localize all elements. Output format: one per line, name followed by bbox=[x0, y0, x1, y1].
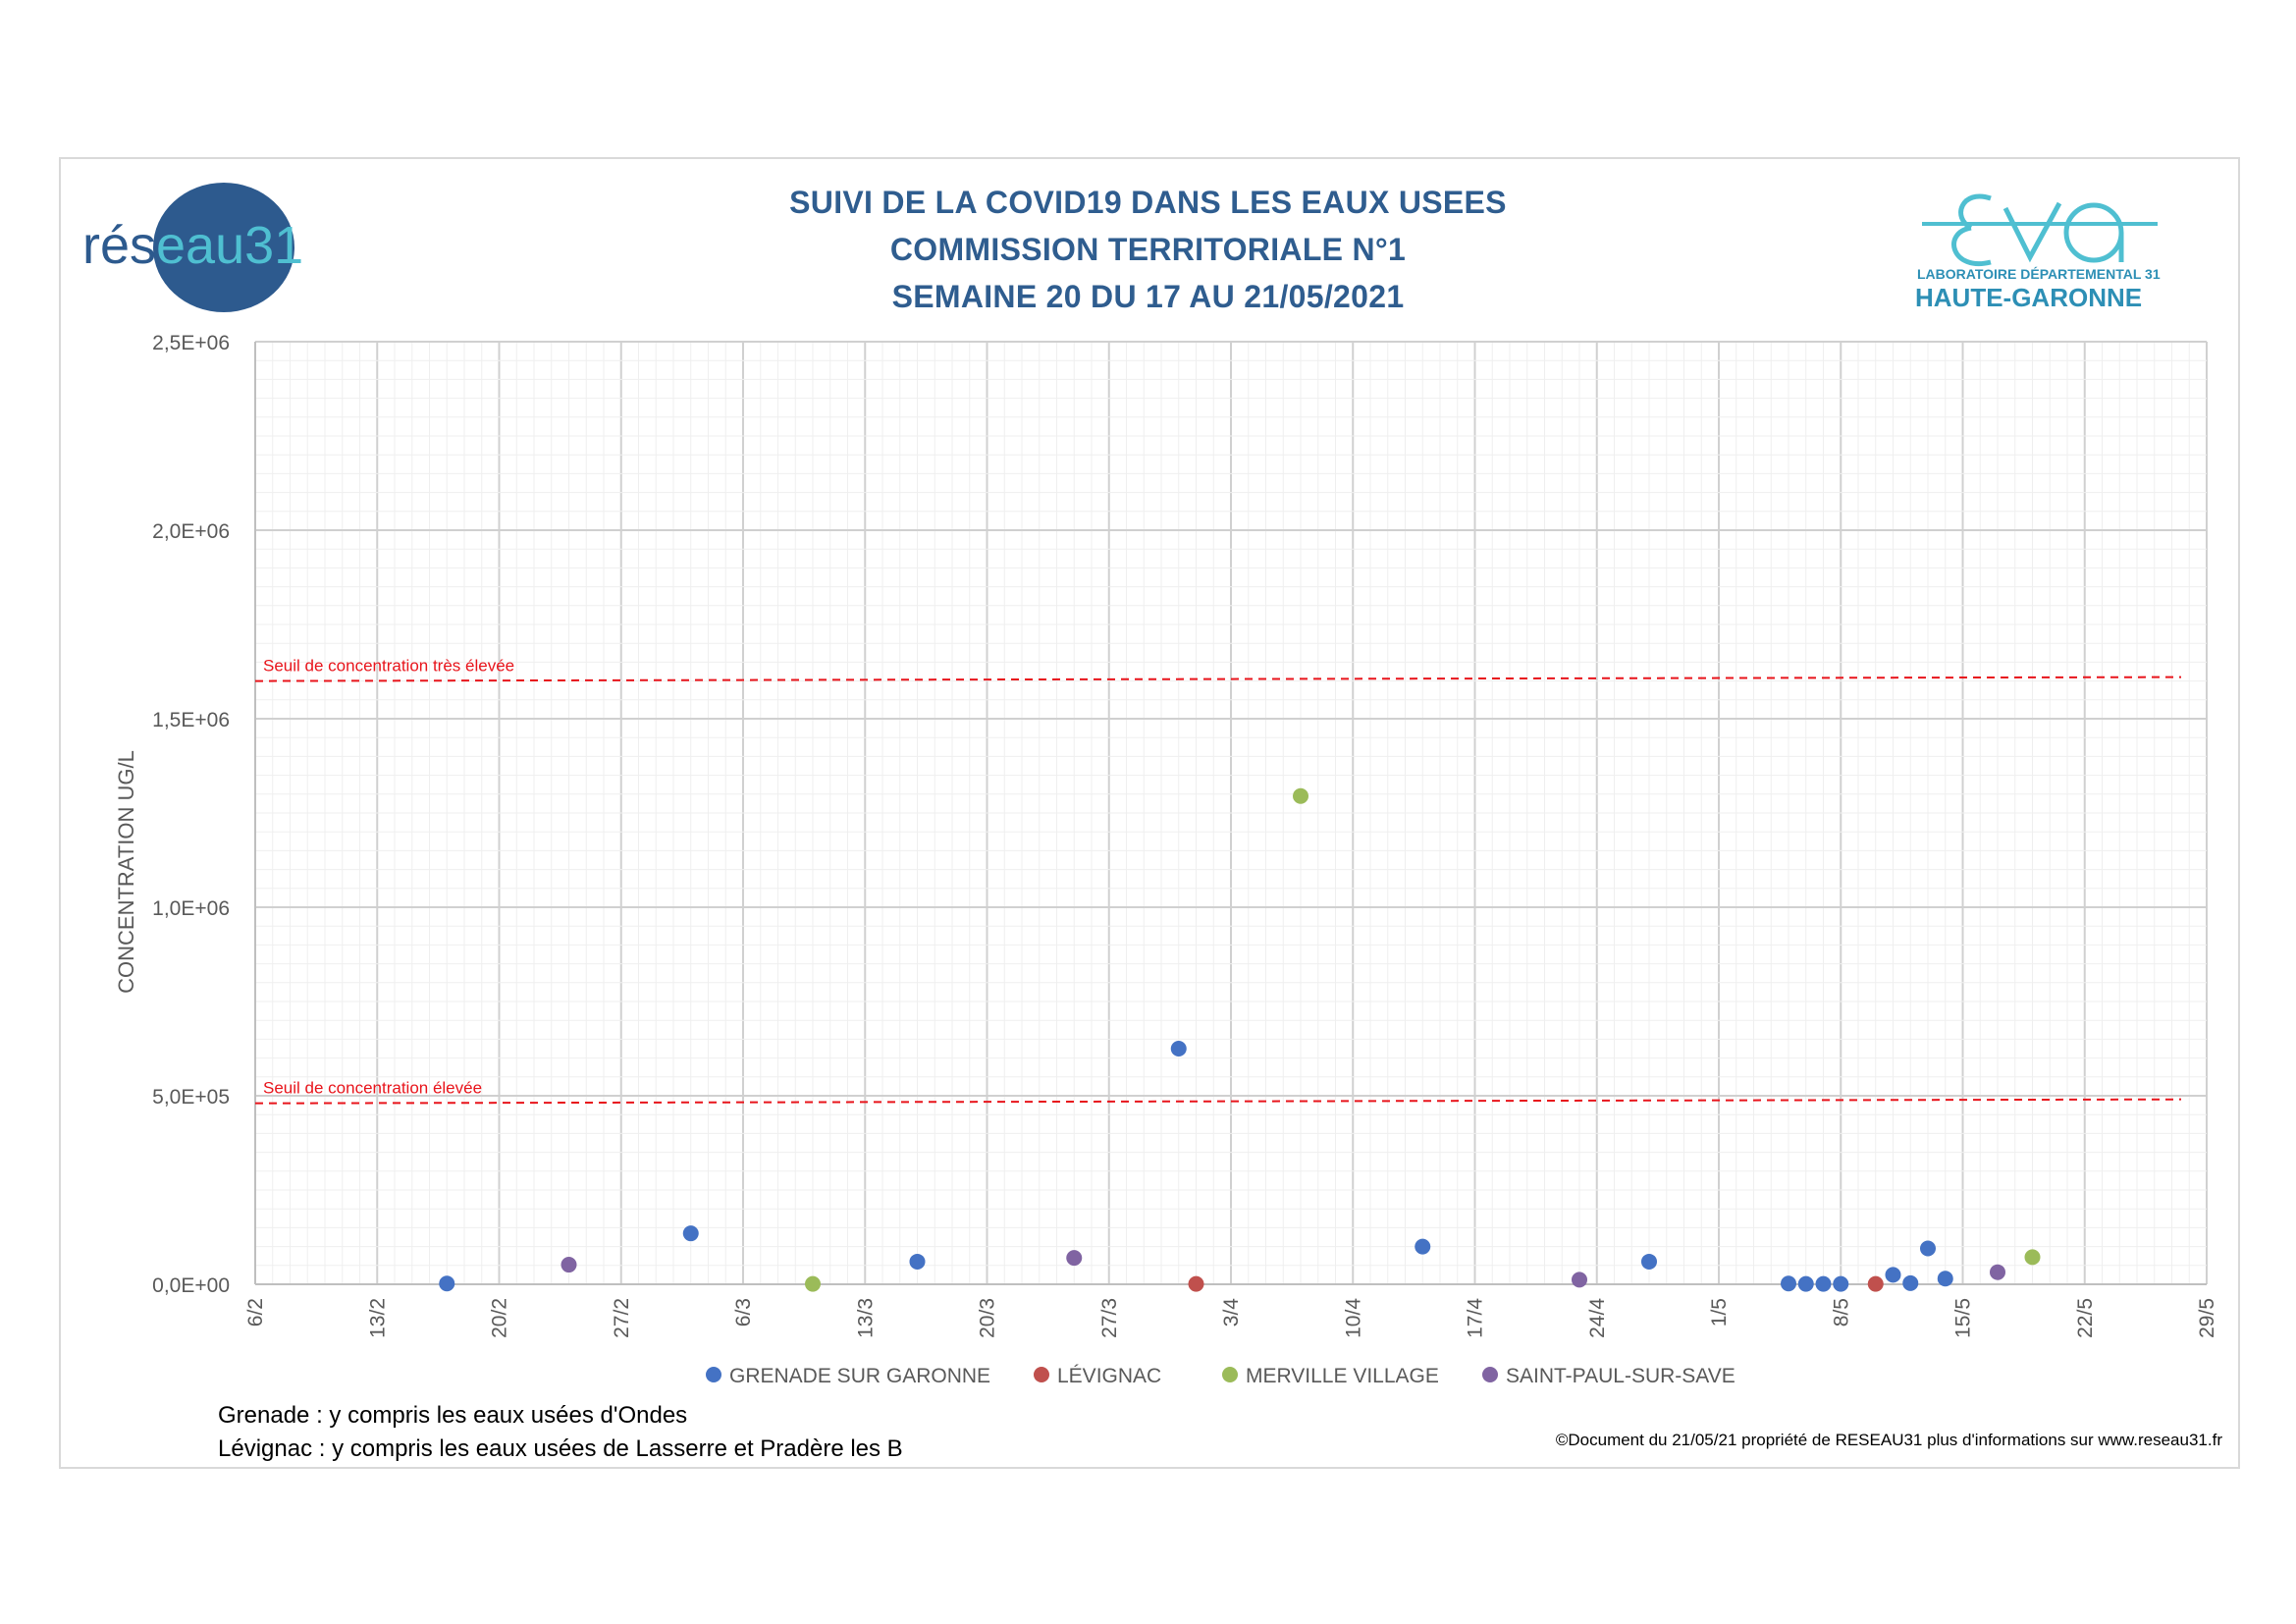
y-tick-label: 2,0E+06 bbox=[152, 520, 230, 543]
title-line-2: COMMISSION TERRITORIALE N°1 bbox=[889, 232, 1407, 267]
eva-logo-line1: LABORATOIRE DÉPARTEMENTAL 31 bbox=[1917, 266, 2161, 282]
y-tick-label: 0,0E+00 bbox=[152, 1274, 230, 1297]
data-point bbox=[1572, 1272, 1587, 1288]
x-tick-label: 13/2 bbox=[366, 1298, 389, 1338]
title-line-3: SEMAINE 20 DU 17 AU 21/05/2021 bbox=[891, 279, 1405, 314]
note-levignac: Lévignac : y compris les eaux usées de L… bbox=[218, 1435, 903, 1462]
legend-marker bbox=[1482, 1367, 1498, 1382]
x-tick-label: 3/4 bbox=[1220, 1298, 1243, 1327]
data-point bbox=[1641, 1253, 1657, 1270]
axes-layer: 0,0E+00 5,0E+05 1,0E+06 1,5E+06 2,0E+06 2,5E+… bbox=[114, 332, 2218, 1338]
x-tick-label: 15/5 bbox=[1952, 1298, 1975, 1338]
reseau31-logo: réseau31 bbox=[82, 183, 303, 312]
grid-layer bbox=[254, 341, 2208, 1285]
data-point bbox=[909, 1253, 926, 1270]
x-tick-label: 27/2 bbox=[611, 1298, 633, 1338]
y-tick-label: 2,5E+06 bbox=[152, 332, 230, 354]
y-axis-title: CONCENTRATION UG/L bbox=[114, 750, 138, 994]
x-tick-label: 22/5 bbox=[2074, 1298, 2097, 1338]
x-tick-label: 6/3 bbox=[732, 1298, 755, 1326]
y-tick-label: 5,0E+05 bbox=[152, 1086, 230, 1109]
legend-marker bbox=[706, 1367, 721, 1382]
data-point bbox=[1885, 1267, 1901, 1283]
data-point bbox=[1415, 1238, 1431, 1255]
x-tick-label: 27/3 bbox=[1098, 1298, 1121, 1338]
threshold-line bbox=[254, 1098, 2182, 1105]
x-tick-label: 6/2 bbox=[244, 1298, 267, 1326]
threshold-line bbox=[254, 676, 2182, 682]
legend-marker bbox=[1222, 1367, 1238, 1382]
y-tick-label: 1,0E+06 bbox=[152, 897, 230, 920]
data-point bbox=[561, 1257, 577, 1273]
eva-logo-line2: HAUTE-GARONNE bbox=[1915, 283, 2142, 312]
data-point bbox=[439, 1275, 455, 1292]
points-layer bbox=[439, 787, 2041, 1292]
x-tick-label: 29/5 bbox=[2196, 1298, 2218, 1338]
data-point bbox=[805, 1275, 821, 1292]
eva-lab-logo: LABORATOIRE DÉPARTEMENTAL 31 HAUTE-GARON… bbox=[1915, 193, 2161, 312]
data-point bbox=[1066, 1250, 1083, 1267]
legend-label: SAINT-PAUL-SUR-SAVE bbox=[1506, 1365, 1735, 1387]
copyright-text: ©Document du 21/05/21 propriété de RESEA… bbox=[1555, 1431, 2222, 1449]
x-tick-label: 10/4 bbox=[1342, 1298, 1364, 1338]
x-tick-label: 13/3 bbox=[854, 1298, 877, 1338]
data-point bbox=[1833, 1275, 1849, 1292]
x-tick-label: 17/4 bbox=[1465, 1298, 1487, 1338]
x-tick-label: 20/2 bbox=[489, 1298, 511, 1338]
data-point bbox=[1170, 1041, 1187, 1056]
x-tick-label: 24/4 bbox=[1586, 1298, 1609, 1338]
reseau31-logo-text: réseau31 bbox=[82, 216, 303, 275]
data-point bbox=[1781, 1275, 1796, 1292]
threshold-layer: Seuil de concentration très élevée Seuil … bbox=[254, 657, 2182, 1105]
data-point bbox=[1188, 1275, 1204, 1292]
data-point bbox=[682, 1225, 699, 1242]
data-point bbox=[1867, 1275, 1884, 1292]
legend-label: LÉVIGNAC bbox=[1057, 1365, 1161, 1387]
data-point bbox=[1990, 1264, 2005, 1280]
data-point bbox=[1902, 1274, 1919, 1291]
x-tick-label: 8/5 bbox=[1830, 1298, 1852, 1326]
x-tick-label: 20/3 bbox=[977, 1298, 999, 1338]
data-point bbox=[1920, 1240, 1936, 1257]
data-point bbox=[2024, 1249, 2041, 1266]
legend-label: MERVILLE VILLAGE bbox=[1246, 1365, 1439, 1387]
title-line-1: SUIVI DE LA COVID19 DANS LES EAUX USEES bbox=[789, 185, 1507, 220]
threshold-label: Seuil de concentration très élevée bbox=[263, 657, 514, 676]
data-point bbox=[1797, 1275, 1814, 1292]
legend: GRENADE SUR GARONNE LÉVIGNAC MERVILLE VILL… bbox=[706, 1365, 1735, 1387]
y-tick-label: 1,5E+06 bbox=[152, 709, 230, 731]
legend-label: GRENADE SUR GARONNE bbox=[729, 1365, 990, 1387]
data-point bbox=[1293, 787, 1308, 804]
x-tick-label: 1/5 bbox=[1708, 1298, 1731, 1326]
data-point bbox=[1815, 1275, 1832, 1292]
threshold-label: Seuil de concentration élevée bbox=[263, 1079, 482, 1098]
legend-marker bbox=[1034, 1367, 1049, 1382]
data-point bbox=[1937, 1271, 1953, 1287]
note-grenade: Grenade : y compris les eaux usées d'Ond… bbox=[218, 1402, 688, 1429]
